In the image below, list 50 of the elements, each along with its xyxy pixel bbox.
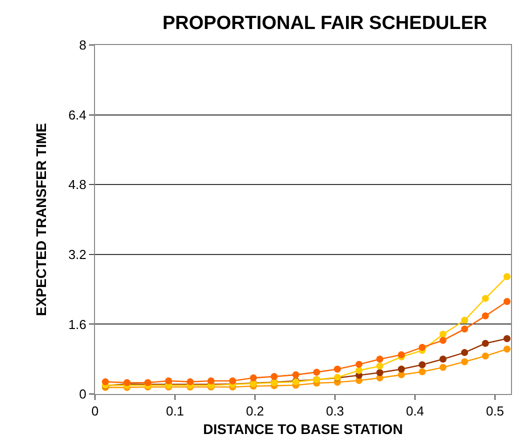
point	[504, 335, 510, 342]
point	[102, 378, 109, 386]
point	[418, 368, 426, 376]
y-tick-label: 1.6	[68, 316, 86, 332]
y-tick-label: 8	[79, 38, 86, 53]
point	[398, 366, 405, 373]
x-tick-label: 0	[91, 404, 99, 419]
x-tick-label: 0.5	[486, 404, 504, 419]
y-tick-label: 6.4	[68, 107, 86, 122]
chart-title: PROPORTIONAL FAIR SCHEDULER	[162, 12, 488, 34]
point	[504, 298, 510, 306]
point	[229, 377, 236, 384]
point	[376, 362, 384, 370]
point	[334, 366, 341, 373]
point	[165, 377, 172, 384]
point	[461, 326, 468, 332]
point	[461, 349, 468, 356]
x-tick-label: 0.4	[406, 404, 424, 419]
point	[418, 344, 426, 351]
point	[504, 346, 510, 353]
point	[440, 364, 446, 371]
x-axis-title: DISTANCE TO BASE STATION	[203, 420, 403, 437]
point	[376, 369, 384, 376]
point	[440, 330, 446, 338]
x-tick-label: 0.2	[246, 404, 264, 419]
point	[376, 356, 384, 363]
point	[250, 374, 257, 382]
point	[186, 378, 194, 386]
point	[482, 340, 489, 347]
point	[504, 273, 510, 280]
y-tick-label: 4.8	[68, 177, 86, 192]
point	[356, 360, 362, 368]
point	[418, 361, 426, 368]
point	[461, 316, 468, 324]
point	[313, 368, 320, 376]
point	[482, 312, 489, 320]
point	[482, 352, 489, 360]
point	[270, 373, 278, 380]
x-tick-label: 0.1	[166, 404, 184, 419]
point	[440, 356, 446, 363]
point	[482, 294, 489, 302]
point	[461, 358, 468, 366]
point	[356, 366, 362, 374]
y-tick-label: 0	[79, 386, 86, 402]
point	[292, 371, 300, 378]
x-tick-label: 0.3	[326, 404, 344, 419]
y-tick-label: 3.2	[68, 246, 86, 262]
y-axis-title: EXPECTED TRANSFER TIME	[32, 123, 49, 316]
point	[440, 336, 446, 344]
point	[208, 377, 214, 384]
